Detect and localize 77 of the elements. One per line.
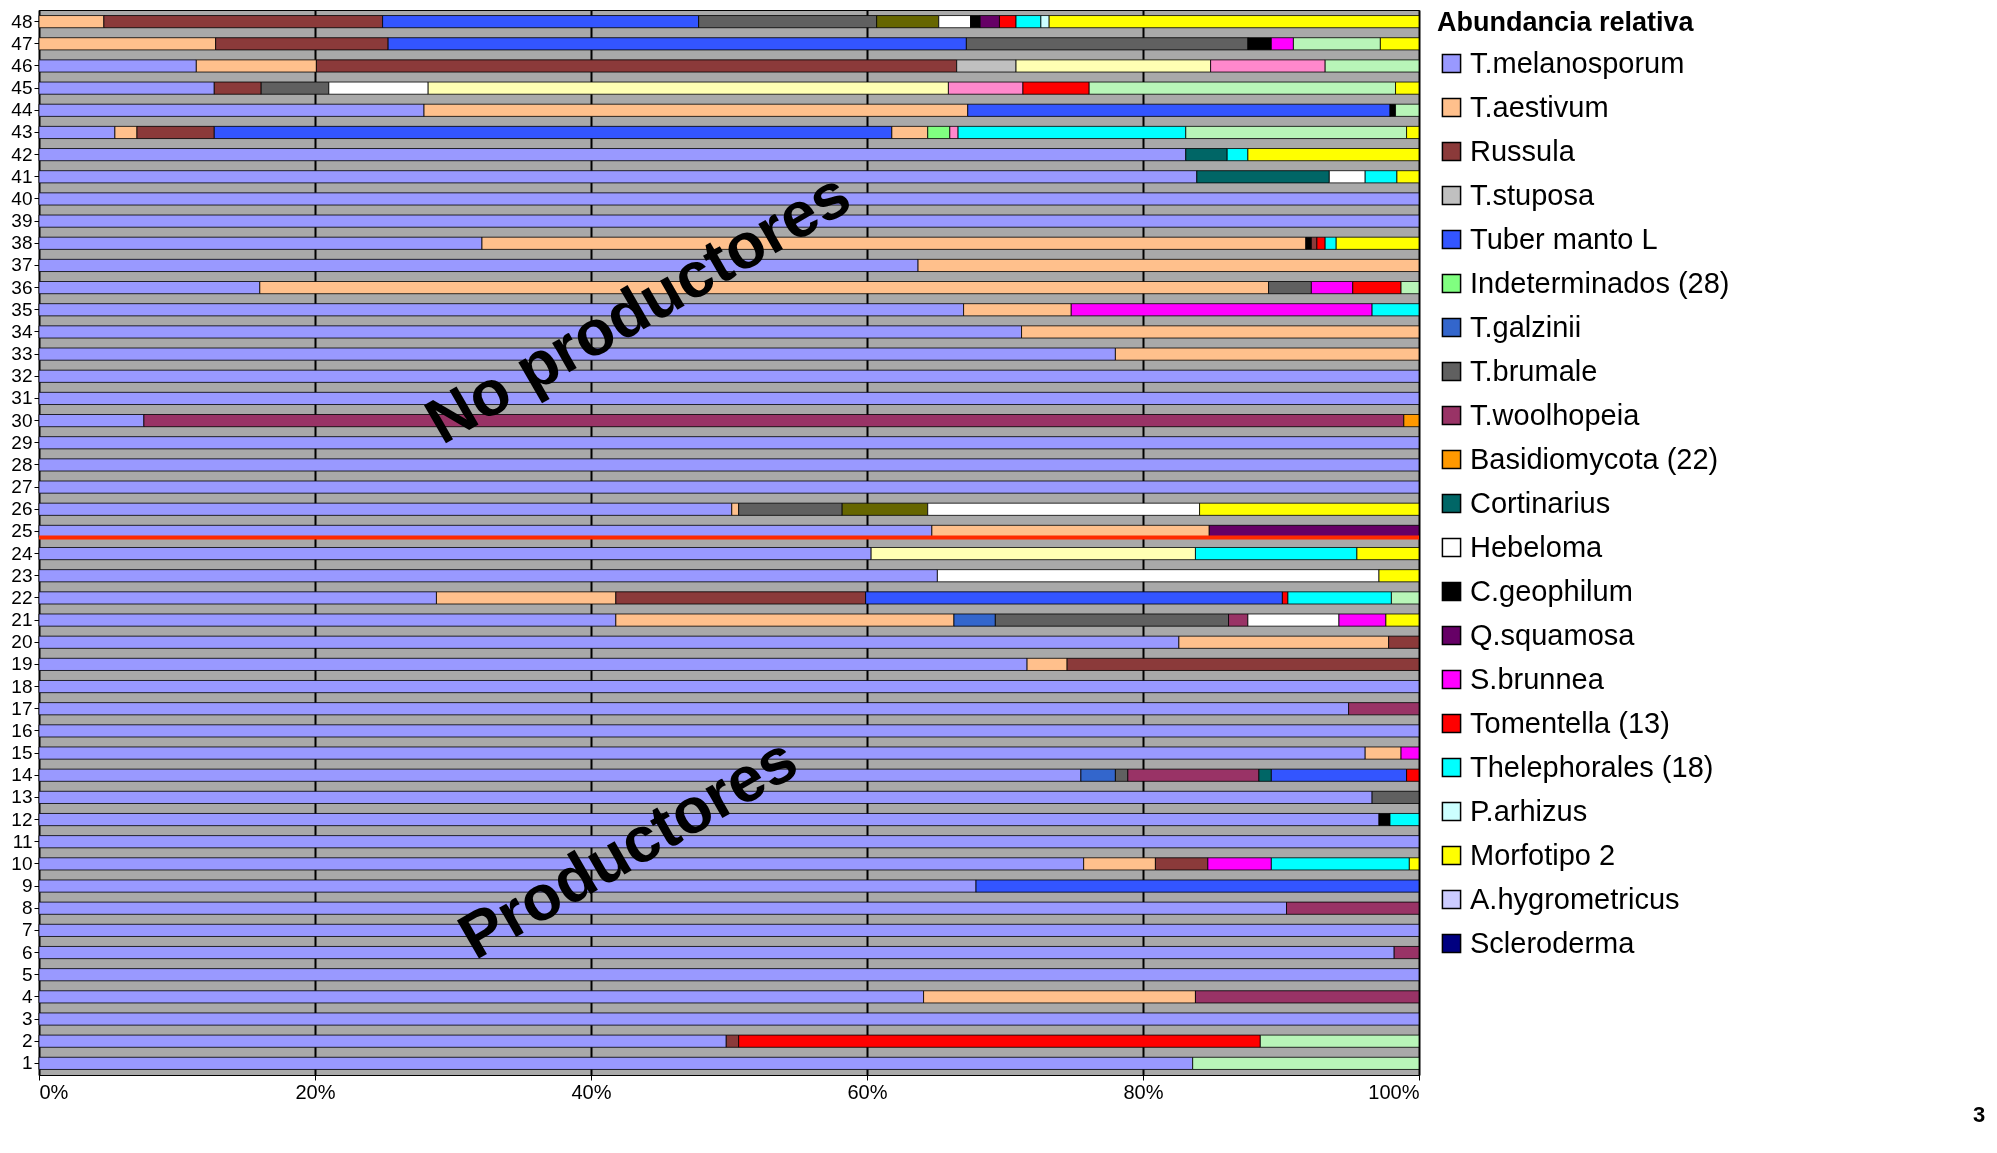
y-tick-label: 20 [11, 631, 33, 653]
y-tick-label: 18 [11, 675, 33, 697]
legend-label: Tomentella (13) [1470, 706, 1670, 739]
y-tick-label: 7 [21, 919, 33, 941]
y-tick-label: 42 [11, 143, 33, 165]
y-tick-label: 10 [11, 852, 33, 874]
y-tick-label: 25 [11, 520, 33, 542]
legend-label: C.geophilum [1470, 574, 1633, 607]
legend-label: Indeterminados (28) [1470, 266, 1730, 299]
y-tick-label: 24 [11, 542, 33, 564]
y-tick-label: 12 [11, 808, 33, 830]
y-tick-label: 29 [11, 431, 33, 453]
legend-label: Scleroderma [1470, 926, 1636, 959]
y-tick-label: 40 [11, 187, 33, 209]
legend-label: Morfotipo 2 [1470, 838, 1616, 871]
legend-label: T.stuposa [1470, 178, 1595, 211]
y-tick-label: 31 [11, 387, 33, 409]
y-tick-label: 33 [11, 343, 33, 365]
legend-label: Cortinarius [1470, 486, 1611, 519]
legend-label: Q.squamosa [1470, 618, 1636, 651]
y-tick-label: 39 [11, 210, 33, 232]
y-tick-label: 15 [11, 742, 33, 764]
y-tick-label: 43 [11, 121, 33, 143]
y-tick-label: 34 [11, 320, 33, 342]
y-tick-label: 36 [11, 276, 33, 298]
legend-label: Thelephorales (18) [1470, 750, 1714, 783]
y-tick-label: 5 [21, 963, 33, 985]
y-tick-label: 3 [21, 1008, 33, 1030]
y-tick-label: 27 [11, 476, 33, 498]
y-tick-label: 35 [11, 298, 33, 320]
legend-label: P.arhizus [1470, 794, 1588, 827]
y-tick-label: 47 [11, 32, 33, 54]
y-tick-label: 13 [11, 786, 33, 808]
legend-label: Russula [1470, 134, 1576, 167]
y-tick-label: 14 [11, 764, 33, 786]
legend-label: T.aestivum [1470, 90, 1609, 123]
legend-label: T.galzinii [1470, 310, 1582, 343]
y-tick-label: 30 [11, 409, 33, 431]
x-tick-label: 100% [1368, 1080, 1420, 1103]
legend-label: Tuber manto L [1470, 222, 1658, 255]
y-tick-label: 22 [11, 586, 33, 608]
legend-label: Basidiomycota (22) [1470, 442, 1719, 475]
y-tick-label: 9 [21, 875, 33, 897]
legend-label: Hebeloma [1470, 530, 1604, 563]
y-tick-label: 11 [12, 830, 33, 852]
y-tick-label: 26 [11, 498, 33, 520]
y-tick-label: 8 [21, 897, 33, 919]
legend-label: T.woolhopeia [1470, 398, 1641, 431]
y-tick-label: 4 [21, 985, 33, 1007]
y-tick-label: 28 [11, 453, 33, 475]
y-tick-label: 1 [21, 1052, 33, 1074]
legend-label: T.melanosporum [1470, 46, 1685, 79]
y-tick-label: 17 [11, 697, 33, 719]
text: 3 [1972, 1102, 1986, 1127]
legend-title: Abundancia relativa [1437, 7, 1695, 37]
y-tick-label: 32 [11, 365, 33, 387]
legend-label: T.brumale [1470, 354, 1598, 387]
y-tick-label: 2 [21, 1030, 33, 1052]
y-tick-label: 48 [11, 10, 33, 32]
y-tick-label: 44 [11, 99, 33, 121]
y-tick-label: 23 [11, 564, 33, 586]
legend-label: A.hygrometricus [1470, 882, 1680, 915]
y-tick-label: 46 [11, 54, 33, 76]
y-tick-label: 45 [11, 77, 33, 99]
y-tick-label: 19 [11, 653, 33, 675]
x-tick-label: 0% [39, 1080, 69, 1103]
x-tick-label: 80% [1123, 1080, 1164, 1103]
legend-label: S.brunnea [1470, 662, 1605, 695]
y-tick-label: 41 [11, 165, 33, 187]
y-tick-label: 6 [21, 941, 33, 963]
x-tick-label: 20% [295, 1080, 336, 1103]
y-tick-label: 37 [11, 254, 33, 276]
y-tick-label: 16 [11, 719, 33, 741]
x-tick-label: 60% [847, 1080, 888, 1103]
y-tick-label: 21 [11, 609, 33, 631]
x-tick-label: 40% [571, 1080, 612, 1103]
y-tick-label: 38 [11, 232, 33, 254]
